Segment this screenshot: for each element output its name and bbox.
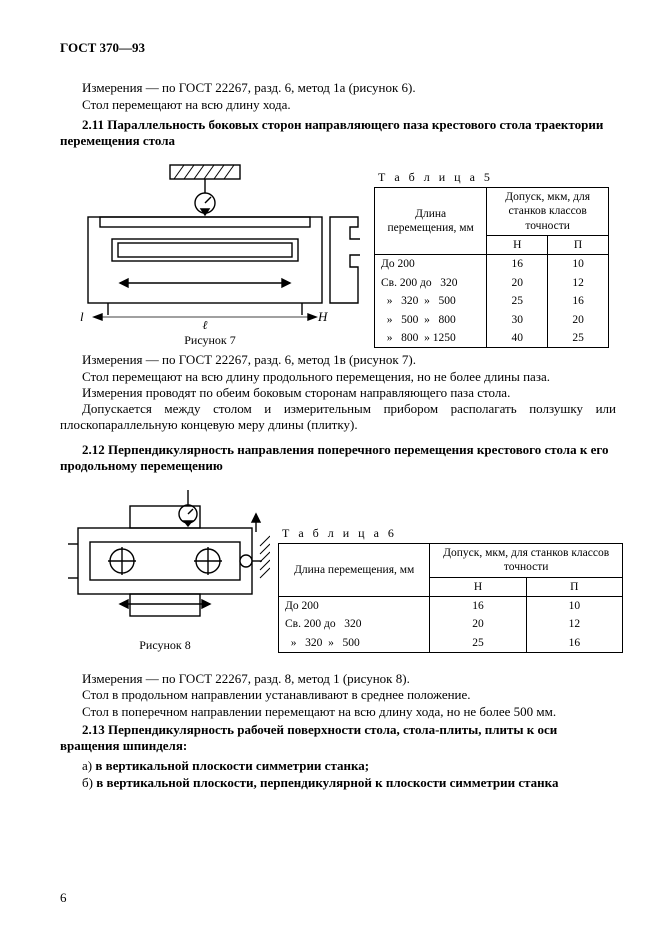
table-cell: 25 (548, 329, 609, 348)
list-marker: а) (82, 758, 92, 773)
body-text: Стол перемещают на всю длину хода. (60, 97, 616, 113)
section-number: 2.11 (82, 117, 104, 132)
table-cell: До 200 (279, 596, 430, 615)
table-cell: 16 (487, 255, 548, 274)
body-text: Стол перемещают на всю длину продольного… (60, 369, 616, 385)
body-text: Стол в поперечном направлении перемещают… (60, 704, 616, 720)
table-header: П (526, 577, 622, 596)
table-cell: 16 (526, 634, 622, 653)
table-header: Н (430, 577, 526, 596)
table-cell: » 320 » 500 (375, 292, 487, 310)
table-header: Длина перемещения, мм (279, 543, 430, 596)
table-cell: 12 (526, 615, 622, 633)
section-number: 2.12 (82, 442, 105, 457)
table-cell: 20 (548, 311, 609, 329)
table-header: Допуск, мкм, для станков классов точност… (430, 543, 623, 577)
doc-header: ГОСТ 370—93 (60, 40, 616, 56)
table-cell: » 500 » 800 (375, 311, 487, 329)
section-title: Параллельность боковых сторон направляющ… (60, 117, 603, 148)
table-cell: 40 (487, 329, 548, 348)
list-item: в вертикальной плоскости симметрии станк… (95, 758, 369, 773)
table-caption: Т а б л и ц а 5 (374, 170, 616, 185)
table-5: Длина перемещения, мм Допуск, мкм, для с… (374, 187, 609, 348)
svg-text:l: l (80, 309, 84, 324)
table-header: Длина перемещения, мм (375, 187, 487, 255)
table-header: Допуск, мкм, для станков классов точност… (487, 187, 609, 235)
table-header: П (548, 236, 609, 255)
table-cell: 30 (487, 311, 548, 329)
list-marker: б) (82, 775, 93, 790)
table-cell: 20 (487, 274, 548, 292)
svg-text:ℓ: ℓ (203, 318, 208, 329)
body-text: Измерения — по ГОСТ 22267, разд. 6, мето… (60, 352, 616, 368)
table-cell: До 200 (375, 255, 487, 274)
table-cell: 25 (430, 634, 526, 653)
table-cell: 10 (526, 596, 622, 615)
table-header: Н (487, 236, 548, 255)
table-cell: Св. 200 до 320 (375, 274, 487, 292)
table-cell: 25 (487, 292, 548, 310)
body-text: Измерения проводят по обеим боковым стор… (60, 385, 616, 401)
table-cell: » 320 » 500 (279, 634, 430, 653)
table-cell: 16 (548, 292, 609, 310)
body-text: Измерения — по ГОСТ 22267, разд. 6, мето… (60, 80, 616, 96)
list-item: в вертикальной плоскости, перпендикулярн… (96, 775, 558, 790)
table-cell: Св. 200 до 320 (279, 615, 430, 633)
table-cell: » 800 » 1250 (375, 329, 487, 348)
page-number: 6 (60, 890, 67, 906)
table-caption: Т а б л и ц а 6 (278, 526, 623, 541)
section-title: Перпендикулярность рабочей поверхности с… (60, 722, 557, 753)
section-title: Перпендикулярность направления поперечно… (60, 442, 608, 473)
figure-caption: Рисунок 7 (60, 333, 360, 348)
body-text: Измерения — по ГОСТ 22267, разд. 8, мето… (60, 671, 616, 687)
section-number: 2.13 (82, 722, 105, 737)
figure-7: l ℓ H (60, 159, 360, 329)
table-6: Длина перемещения, мм Допуск, мкм, для с… (278, 543, 623, 653)
table-cell: 10 (548, 255, 609, 274)
table-cell: 12 (548, 274, 609, 292)
figure-caption: Рисунок 8 (60, 638, 270, 653)
table-cell: 16 (430, 596, 526, 615)
body-text: Допускается между столом и измерительным… (60, 401, 616, 434)
figure-8 (60, 484, 270, 634)
table-cell: 20 (430, 615, 526, 633)
svg-text:H: H (317, 309, 328, 324)
body-text: Стол в продольном направлении устанавлив… (60, 687, 616, 703)
